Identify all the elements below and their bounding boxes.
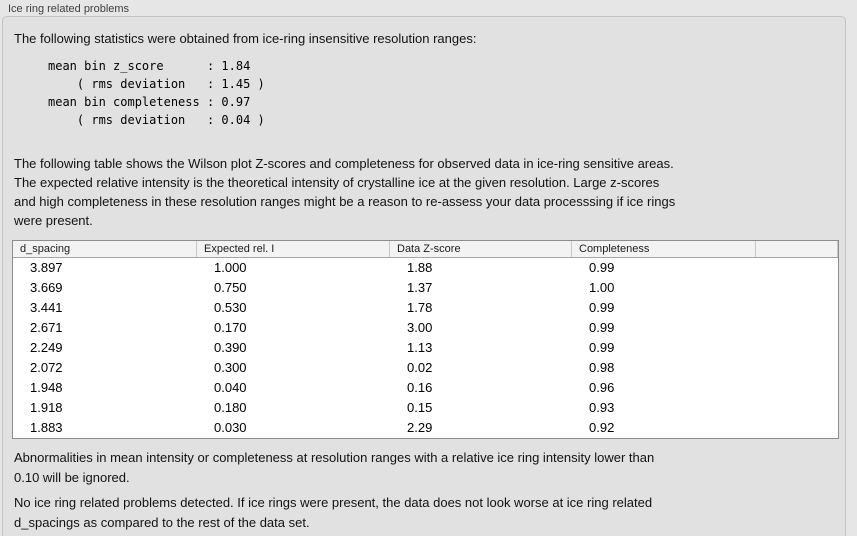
table-row[interactable]: 1.918 0.180 0.15 0.93	[13, 398, 838, 418]
table-row[interactable]: 3.669 0.750 1.37 1.00	[13, 278, 838, 298]
cell-completeness: 0.93	[589, 400, 615, 415]
cell-expected-i: 0.530	[214, 300, 247, 315]
table-row[interactable]: 3.441 0.530 1.78 0.99	[13, 298, 838, 318]
cell-empty	[756, 318, 838, 338]
cell-data-zscore: 2.29	[407, 420, 433, 435]
cell-data-zscore: 1.37	[407, 280, 433, 295]
ignore-threshold-note: Abnormalities in mean intensity or compl…	[14, 450, 655, 485]
cell-d-spacing: 3.669	[30, 280, 63, 295]
cell-d-spacing: 2.072	[30, 360, 63, 375]
cell-empty	[756, 378, 838, 398]
cell-empty	[756, 258, 838, 278]
column-header-expected-i[interactable]: Expected rel. I	[197, 241, 390, 257]
cell-expected-i: 0.030	[214, 420, 247, 435]
cell-data-zscore: 1.78	[407, 300, 433, 315]
stats-summary-block: mean bin z_score : 1.84 ( rms deviation …	[48, 59, 265, 127]
table-description-text: The following table shows the Wilson plo…	[14, 156, 676, 228]
cell-expected-i: 0.390	[214, 340, 247, 355]
cell-expected-i: 1.000	[214, 260, 247, 275]
cell-completeness: 0.96	[589, 380, 615, 395]
column-header-d-spacing[interactable]: d_spacing	[13, 241, 197, 257]
cell-expected-i: 0.170	[214, 320, 247, 335]
table-row[interactable]: 2.249 0.390 1.13 0.99	[13, 338, 838, 358]
cell-d-spacing: 2.671	[30, 320, 63, 335]
table-row[interactable]: 2.671 0.170 3.00 0.99	[13, 318, 838, 338]
cell-expected-i: 0.180	[214, 400, 247, 415]
cell-d-spacing: 1.918	[30, 400, 63, 415]
table-row[interactable]: 1.948 0.040 0.16 0.96	[13, 378, 838, 398]
cell-data-zscore: 3.00	[407, 320, 433, 335]
cell-data-zscore: 0.02	[407, 360, 433, 375]
cell-empty	[756, 338, 838, 358]
cell-data-zscore: 0.16	[407, 380, 433, 395]
ice-ring-table: d_spacing Expected rel. I Data Z-score C…	[12, 240, 839, 439]
table-row[interactable]: 2.072 0.300 0.02 0.98	[13, 358, 838, 378]
cell-completeness: 0.99	[589, 300, 615, 315]
table-row[interactable]: 3.897 1.000 1.88 0.99	[13, 258, 838, 278]
cell-data-zscore: 1.13	[407, 340, 433, 355]
conclusion-text: No ice ring related problems detected. I…	[14, 495, 653, 530]
table-row[interactable]: 1.883 0.030 2.29 0.92	[13, 418, 838, 438]
cell-completeness: 0.99	[589, 320, 615, 335]
cell-data-zscore: 1.88	[407, 260, 433, 275]
column-header-empty[interactable]	[756, 241, 838, 257]
cell-expected-i: 0.040	[214, 380, 247, 395]
cell-empty	[756, 298, 838, 318]
cell-d-spacing: 1.883	[30, 420, 63, 435]
cell-d-spacing: 3.441	[30, 300, 63, 315]
table-header-row: d_spacing Expected rel. I Data Z-score C…	[13, 241, 838, 258]
cell-empty	[756, 418, 838, 438]
cell-d-spacing: 1.948	[30, 380, 63, 395]
cell-d-spacing: 2.249	[30, 340, 63, 355]
cell-expected-i: 0.750	[214, 280, 247, 295]
group-box-title: Ice ring related problems	[8, 3, 130, 15]
column-header-completeness[interactable]: Completeness	[572, 241, 756, 257]
cell-completeness: 0.99	[589, 260, 615, 275]
cell-expected-i: 0.300	[214, 360, 247, 375]
cell-completeness: 0.98	[589, 360, 615, 375]
cell-empty	[756, 358, 838, 378]
cell-completeness: 0.99	[589, 340, 615, 355]
cell-empty	[756, 398, 838, 418]
column-header-data-zscore[interactable]: Data Z-score	[390, 241, 572, 257]
stats-intro-text: The following statistics were obtained f…	[14, 31, 477, 46]
cell-data-zscore: 0.15	[407, 400, 433, 415]
cell-completeness: 1.00	[589, 280, 615, 295]
cell-empty	[756, 278, 838, 298]
cell-d-spacing: 3.897	[30, 260, 63, 275]
cell-completeness: 0.92	[589, 420, 615, 435]
